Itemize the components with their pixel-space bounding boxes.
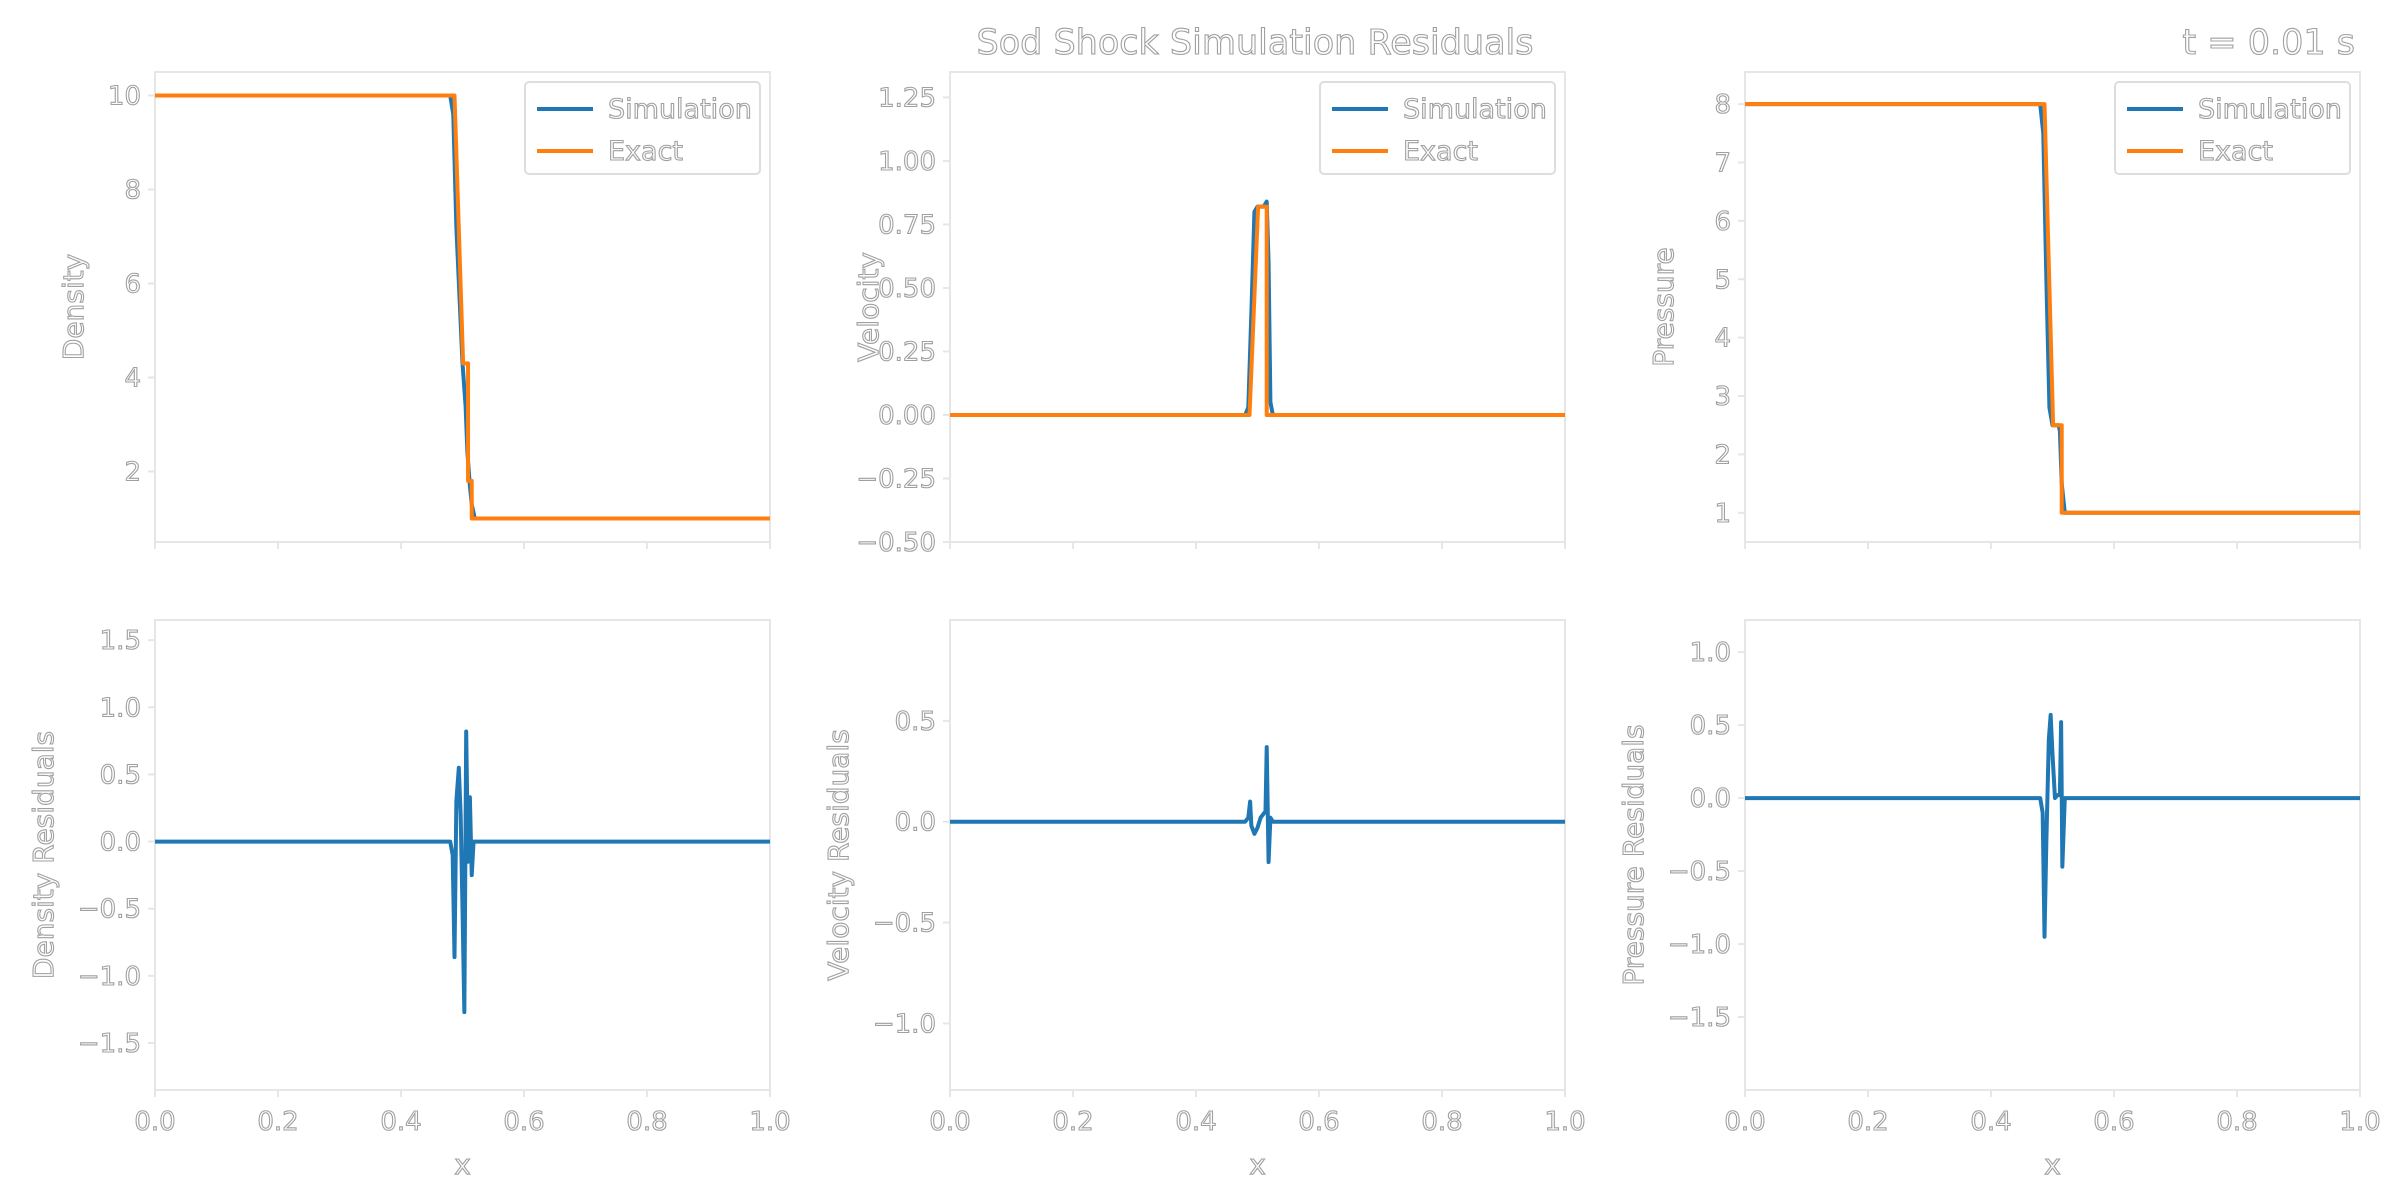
pressure-residuals-xtick-label: 0.2 <box>1847 1107 1888 1137</box>
density-residuals-ylabel: Density Residuals <box>27 731 60 979</box>
time-label: t = 0.01 s <box>2182 23 2355 63</box>
density-residuals-residual-line <box>155 729 770 1015</box>
velocity-ytick-label: 1.00 <box>878 147 936 177</box>
velocity-ytick-label: 0.25 <box>878 337 936 367</box>
pressure-residuals-xtick-label: 0.4 <box>1970 1107 2011 1137</box>
velocity-residuals-xtick-label: 0.0 <box>929 1107 970 1137</box>
pressure-ytick-label: 2 <box>1714 440 1731 470</box>
velocity-ytick-label: 1.25 <box>878 83 936 113</box>
pressure-residuals-xtick-label: 0.8 <box>2216 1107 2257 1137</box>
pressure-residuals-xtick-label: 1.0 <box>2339 1107 2380 1137</box>
velocity-residuals-ylabel: Velocity Residuals <box>822 729 855 981</box>
velocity-residuals-subplot: −1.0 −0.5 0.0 0.5 0.0 0.2 0.4 0.6 0.8 1.0 x Velocit… <box>821 619 1586 1182</box>
density-residuals-ytick-label: −1.5 <box>78 1029 141 1059</box>
velocity-ytick-label: 0.00 <box>878 401 936 431</box>
subplot-grid: 2 4 6 8 10 Density Simulation Exact −0.50 −0.25 0.… <box>26 71 2381 1182</box>
density-axes-frame <box>154 71 771 543</box>
pressure-ytick-label: 3 <box>1714 382 1731 412</box>
velocity-residuals-ytick-label: 0.5 <box>895 707 936 737</box>
velocity-residuals-ytick-label: −1.0 <box>873 1009 936 1039</box>
velocity-exact-line <box>950 204 1565 417</box>
density-ytick-label: 4 <box>124 364 141 394</box>
velocity-legend-label-simulation: Simulation <box>1403 94 1547 125</box>
velocity-ytick-label: 0.75 <box>878 210 936 240</box>
pressure-exact-line <box>1745 102 2360 515</box>
pressure-legend: Simulation Exact <box>2114 81 2351 175</box>
velocity-ytick-label: 0.50 <box>878 274 936 304</box>
velocity-residuals-xtick-label: 0.2 <box>1052 1107 1093 1137</box>
velocity-legend-label-exact: Exact <box>1403 136 1478 167</box>
velocity-axes-frame <box>949 71 1566 543</box>
pressure-residuals-ytick-label: 0.0 <box>1690 784 1731 814</box>
density-residuals-axes-frame <box>154 619 771 1091</box>
density-residuals-xtick-label: 0.8 <box>626 1107 667 1137</box>
velocity-residuals-residual-line <box>950 745 1565 865</box>
velocity-residuals-xtick-label: 0.8 <box>1421 1107 1462 1137</box>
pressure-ylabel: Pressure <box>1647 247 1680 367</box>
velocity-ylabel: Velocity <box>852 252 885 362</box>
density-ylabel: Density <box>57 254 90 360</box>
pressure-residuals-ytick-label: 0.5 <box>1690 711 1731 741</box>
density-subplot: 2 4 6 8 10 Density Simulation Exact <box>56 71 771 549</box>
pressure-residuals-axes-frame <box>1744 619 2361 1091</box>
pressure-ytick-label: 1 <box>1714 499 1731 529</box>
density-residuals-ytick-label: 1.5 <box>100 626 141 656</box>
pressure-axes-frame <box>1744 71 2361 543</box>
pressure-residuals-ytick-label: −1.0 <box>1668 930 1731 960</box>
pressure-ytick-label: 6 <box>1714 207 1731 237</box>
pressure-residuals-xlabel: x <box>2044 1148 2061 1181</box>
density-residuals-xtick-label: 0.4 <box>380 1107 421 1137</box>
pressure-legend-label-exact: Exact <box>2198 136 2273 167</box>
pressure-residuals-ytick-label: −0.5 <box>1668 857 1731 887</box>
pressure-residuals-ytick-label: 1.0 <box>1690 638 1731 668</box>
velocity-residuals-xtick-label: 0.6 <box>1298 1107 1339 1137</box>
velocity-ytick-label: −0.50 <box>856 528 936 558</box>
velocity-residuals-xtick-label: 0.4 <box>1175 1107 1216 1137</box>
velocity-legend: Simulation Exact <box>1319 81 1556 175</box>
pressure-ytick-label: 8 <box>1714 90 1731 120</box>
pressure-subplot: 1 2 3 4 5 6 7 8 Pressure Simulation Exact <box>1646 71 2361 549</box>
density-ytick-label: 6 <box>124 270 141 300</box>
density-legend: Simulation Exact <box>524 81 761 175</box>
density-ytick-label: 2 <box>124 458 141 488</box>
density-residuals-subplot: −1.5 −1.0 −0.5 0.0 0.5 1.0 1.5 0.0 0.2 0.4 0.6 0.8 1… <box>26 619 791 1182</box>
density-residuals-xtick-label: 0.2 <box>257 1107 298 1137</box>
pressure-residuals-ytick-label: −1.5 <box>1668 1003 1731 1033</box>
velocity-subplot: −0.50 −0.25 0.00 0.25 0.50 0.75 1.00 1.25 Veloci… <box>851 71 1566 559</box>
density-residuals-xtick-label: 1.0 <box>749 1107 790 1137</box>
velocity-residuals-ytick-label: −0.5 <box>873 909 936 939</box>
pressure-residuals-subplot: −1.5 −1.0 −0.5 0.0 0.5 1.0 0.0 0.2 0.4 0.6 0.8 1.0 x… <box>1616 619 2381 1182</box>
pressure-ytick-label: 4 <box>1714 324 1731 354</box>
density-residuals-ytick-label: 1.0 <box>100 693 141 723</box>
density-residuals-ytick-label: −0.5 <box>78 895 141 925</box>
velocity-residuals-xtick-label: 1.0 <box>1544 1107 1585 1137</box>
figure-title: Sod Shock Simulation Residuals <box>976 23 1533 63</box>
pressure-ytick-label: 5 <box>1714 265 1731 295</box>
pressure-residuals-xtick-label: 0.0 <box>1724 1107 1765 1137</box>
velocity-residuals-ytick-label: 0.0 <box>895 808 936 838</box>
pressure-residuals-ylabel: Pressure Residuals <box>1617 724 1650 985</box>
density-residuals-xlabel: x <box>454 1148 471 1181</box>
pressure-residuals-residual-line <box>1745 712 2360 939</box>
pressure-legend-label-simulation: Simulation <box>2198 94 2342 125</box>
density-residuals-xtick-label: 0.6 <box>503 1107 544 1137</box>
density-exact-line <box>155 93 770 521</box>
density-residuals-ytick-label: 0.5 <box>100 760 141 790</box>
pressure-ytick-label: 7 <box>1714 148 1731 178</box>
density-residuals-ytick-label: 0.0 <box>100 828 141 858</box>
velocity-residuals-xlabel: x <box>1249 1148 1266 1181</box>
density-ytick-label: 10 <box>108 82 141 112</box>
velocity-ytick-label: −0.25 <box>856 464 936 494</box>
density-legend-label-exact: Exact <box>608 136 683 167</box>
density-residuals-ytick-label: −1.0 <box>78 962 141 992</box>
density-ytick-label: 8 <box>124 176 141 206</box>
density-residuals-xtick-label: 0.0 <box>134 1107 175 1137</box>
density-legend-label-simulation: Simulation <box>608 94 752 125</box>
velocity-residuals-axes-frame <box>949 619 1566 1091</box>
pressure-residuals-xtick-label: 0.6 <box>2093 1107 2134 1137</box>
